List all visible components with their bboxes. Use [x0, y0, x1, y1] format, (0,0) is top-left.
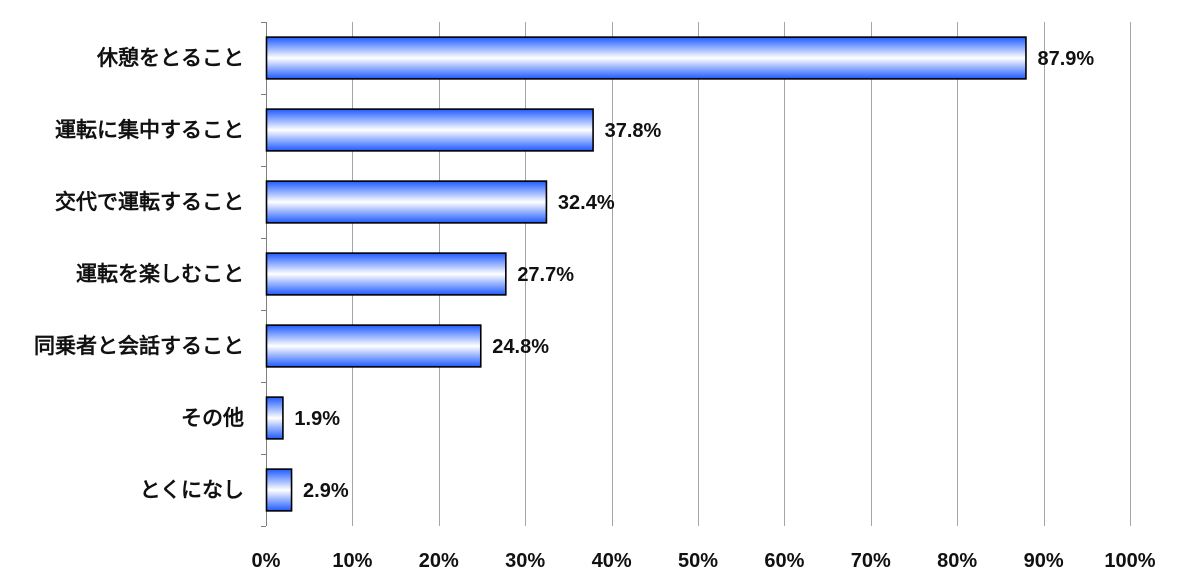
x-tick-label: 30% [505, 550, 545, 572]
bar [265, 36, 1027, 80]
bar [265, 396, 284, 440]
x-tick-label: 100% [1104, 550, 1155, 572]
x-tick-label: 50% [678, 550, 718, 572]
data-label: 27.7% [517, 264, 574, 286]
category-label: 交代で運転すること [55, 190, 244, 214]
data-label: 37.8% [605, 120, 662, 142]
bar [265, 180, 548, 224]
category-label: とくになし [140, 478, 244, 502]
x-tick-label: 20% [419, 550, 459, 572]
x-tick-label: 60% [764, 550, 804, 572]
category-label: その他 [181, 406, 244, 430]
x-tick-label: 10% [332, 550, 372, 572]
bar [265, 252, 507, 296]
bar [265, 108, 594, 152]
data-label: 2.9% [303, 480, 349, 502]
bar [265, 324, 482, 368]
bar [265, 468, 293, 512]
grid-layer [261, 22, 1131, 527]
x-tick-label: 80% [937, 550, 977, 572]
data-label: 32.4% [558, 192, 615, 214]
x-tick-label: 0% [252, 550, 281, 572]
data-label: 24.8% [492, 336, 549, 358]
category-label: 運転に集中すること [55, 118, 244, 142]
x-tick-label: 90% [1024, 550, 1064, 572]
category-label: 運転を楽しむこと [76, 262, 244, 286]
label-layer: 0% 10% 20% 30% 40% 50% 60% 70% 80% 90% 100% 休憩をとること… [34, 46, 1156, 572]
category-label: 休憩をとること [96, 46, 244, 70]
x-tick-label: 70% [851, 550, 891, 572]
x-tick-label: 40% [592, 550, 632, 572]
data-label: 1.9% [294, 408, 340, 430]
data-label: 87.9% [1037, 48, 1094, 70]
category-label: 同乗者と会話すること [34, 334, 244, 358]
bar-layer [265, 36, 1027, 512]
